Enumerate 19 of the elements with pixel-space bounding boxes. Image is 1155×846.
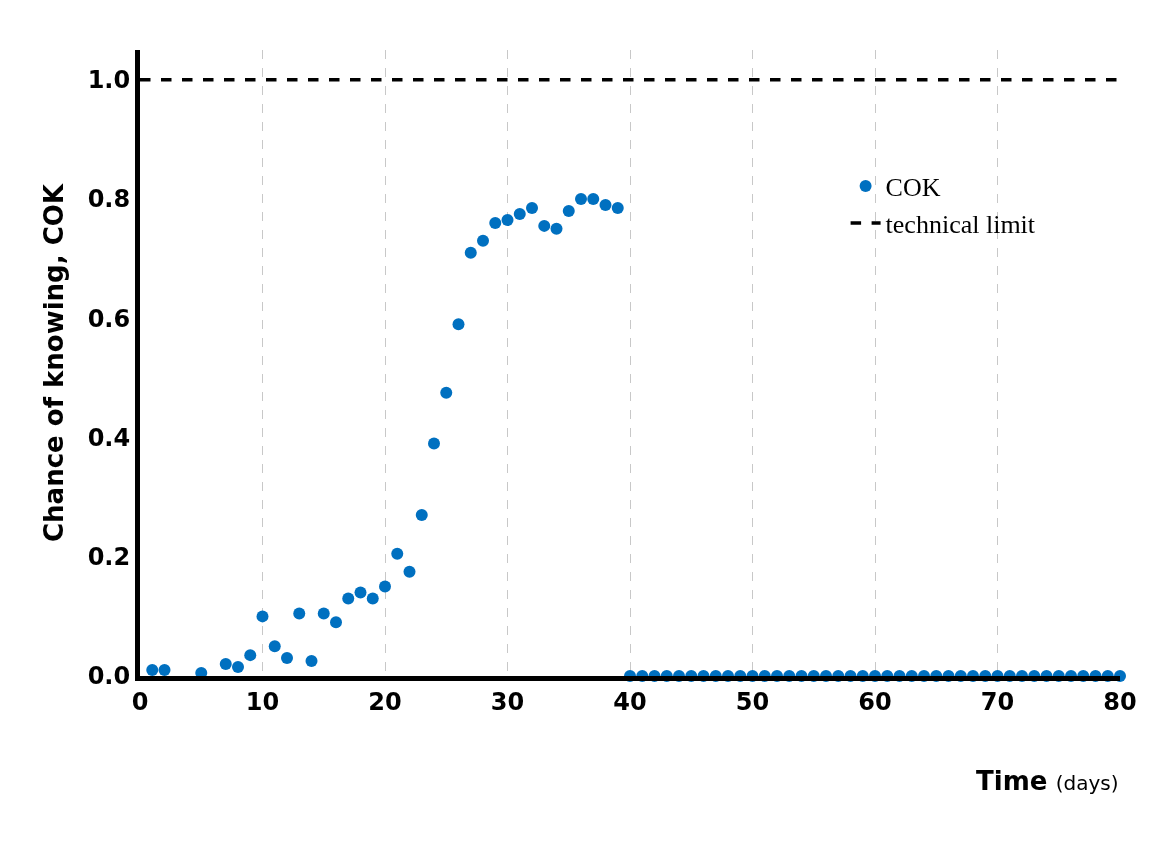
x-tick-label: 30 — [490, 687, 525, 716]
x-tick-label: 10 — [245, 687, 280, 716]
x-tick-label: 50 — [735, 687, 770, 716]
y-tick-label: 0.0 — [87, 662, 131, 691]
x-axis-title: Time (days) — [976, 766, 1119, 796]
y-tick-label: 0.6 — [87, 304, 131, 333]
x-tick-label: 80 — [1103, 687, 1137, 716]
y-tick-label: 0.4 — [87, 423, 131, 452]
x-tick-label: 60 — [858, 687, 892, 716]
legend-label: technical limit — [885, 210, 1036, 240]
y-axis-title: Chance of knowing, COK — [39, 183, 70, 542]
x-tick-label: 40 — [613, 687, 647, 716]
y-tick-label: 0.8 — [87, 185, 131, 214]
x-tick-label: 20 — [368, 687, 402, 716]
y-tick-label: 0.2 — [87, 543, 131, 572]
legend-label: COK — [885, 173, 941, 203]
y-tick-label: 1.0 — [87, 66, 131, 95]
x-tick-label: 0 — [131, 687, 149, 716]
x-tick-label: 70 — [980, 687, 1015, 716]
